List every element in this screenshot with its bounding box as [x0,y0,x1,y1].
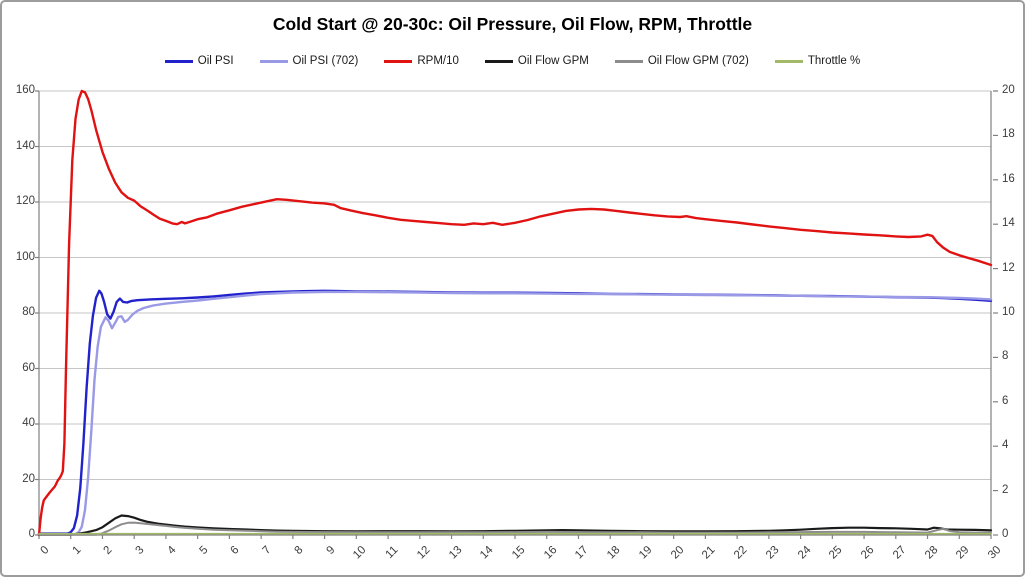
right-axis-tick-label: 16 [1002,172,1015,185]
left-axis-tick-label: 100 [15,250,35,263]
right-axis-tick-label: 4 [1002,439,1009,452]
left-axis-tick-label: 60 [22,361,35,374]
legend-label: RPM/10 [417,55,459,67]
legend-item-oil-flow-702[interactable]: Oil Flow GPM (702) [614,55,749,67]
legend-swatch-throttle [774,59,803,63]
right-axis-tick-label: 10 [1002,306,1015,318]
legend-label: Oil PSI (702) [292,55,359,67]
legend-item-oil-flow[interactable]: Oil Flow GPM [484,55,589,67]
legend-label: Throttle % [807,55,861,67]
right-axis-tick-label: 20 [1002,84,1015,96]
legend-item-oil-psi-702[interactable]: Oil PSI (702) [259,55,359,67]
left-axis-tick-label: 0 [28,528,35,540]
legend-label: Oil Flow GPM (702) [647,55,749,67]
series-oil-psi-702 [37,290,993,536]
right-axis-tick-label: 18 [1002,128,1015,141]
left-axis-tick-label: 120 [15,195,35,207]
chart-legend: Oil PSI Oil PSI (702) RPM/10 Oil Flow GP… [2,55,1023,67]
right-axis-tick-label: 2 [1002,483,1009,496]
right-axis-tick-label: 6 [1002,394,1009,407]
right-axis-tick-label: 12 [1002,261,1015,274]
left-axis-tick-label: 40 [22,417,35,429]
legend-swatch-oil-psi-702 [259,59,288,63]
series-rpm-10 [37,89,993,537]
left-axis-tick-label: 160 [15,84,35,96]
left-axis-tick-label: 80 [22,306,35,318]
legend-item-oil-psi[interactable]: Oil PSI [164,55,234,67]
chart-title: Cold Start @ 20-30c: Oil Pressure, Oil F… [272,14,753,34]
series-oil-flow-gpm [37,514,993,536]
series-oil-flow-gpm-702 [38,521,992,536]
legend-swatch-oil-psi [164,59,193,63]
right-axis-tick-label: 8 [1002,350,1009,363]
legend-swatch-oil-flow-702 [614,59,643,63]
legend-swatch-oil-flow [484,59,513,63]
series-oil-psi [37,289,993,535]
right-axis-tick-label: 14 [1002,217,1015,230]
left-axis-tick-label: 140 [15,139,35,152]
legend-swatch-rpm [384,59,413,63]
right-axis-tick-label: 0 [1002,528,1009,540]
legend-label: Oil PSI [197,55,234,67]
left-axis-tick-label: 20 [22,472,35,485]
legend-item-rpm[interactable]: RPM/10 [384,55,459,67]
legend-item-throttle[interactable]: Throttle % [774,55,861,67]
legend-label: Oil Flow GPM [517,55,589,67]
